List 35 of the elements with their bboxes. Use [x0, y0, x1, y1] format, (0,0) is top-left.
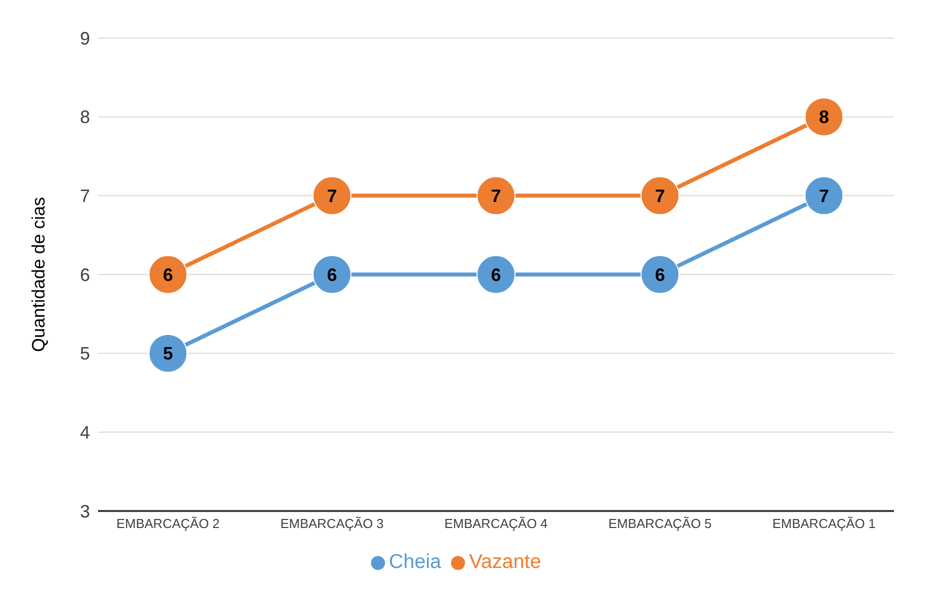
data-label: 6	[162, 264, 174, 285]
y-tick-label: 7	[80, 186, 90, 206]
y-tick-label: 8	[80, 107, 90, 128]
y-tick-label: 3	[80, 501, 90, 522]
x-tick-label: EMBARCAÇÃO 4	[444, 516, 548, 532]
point	[804, 97, 844, 136]
data-label: 6	[654, 264, 666, 285]
data-label: 8	[818, 107, 830, 128]
y-tick-label: 9	[80, 28, 90, 48]
y-tick-label: 6	[80, 264, 90, 285]
data-label: 6	[490, 264, 502, 285]
point	[640, 176, 680, 216]
data-label: 5	[162, 344, 174, 364]
point	[804, 176, 844, 216]
x-tick-label: EMBARCAÇÃO 3	[280, 516, 384, 532]
data-label: 7	[326, 186, 338, 206]
x-tick-label: EMBARCAÇÃO 5	[608, 516, 712, 532]
point	[312, 176, 352, 216]
data-label: 7	[490, 186, 502, 206]
x-tick-label: EMBARCAÇÃO 2	[116, 516, 220, 532]
y-tick-label: 5	[80, 344, 90, 364]
y-axis-title: Quantidade de cias	[28, 196, 48, 352]
y-tick-label: 4	[80, 422, 90, 443]
legend-label: Vazante	[469, 551, 542, 573]
point	[476, 176, 516, 216]
point	[148, 255, 188, 294]
legend-label: Cheia	[388, 551, 442, 573]
point	[640, 255, 680, 294]
data-label: 7	[654, 186, 666, 206]
point	[312, 255, 352, 294]
data-label: 6	[326, 264, 338, 285]
data-label: 7	[818, 186, 830, 206]
point	[476, 255, 516, 294]
x-tick-label: EMBARCAÇÃO 1	[772, 516, 876, 532]
point	[148, 334, 188, 373]
